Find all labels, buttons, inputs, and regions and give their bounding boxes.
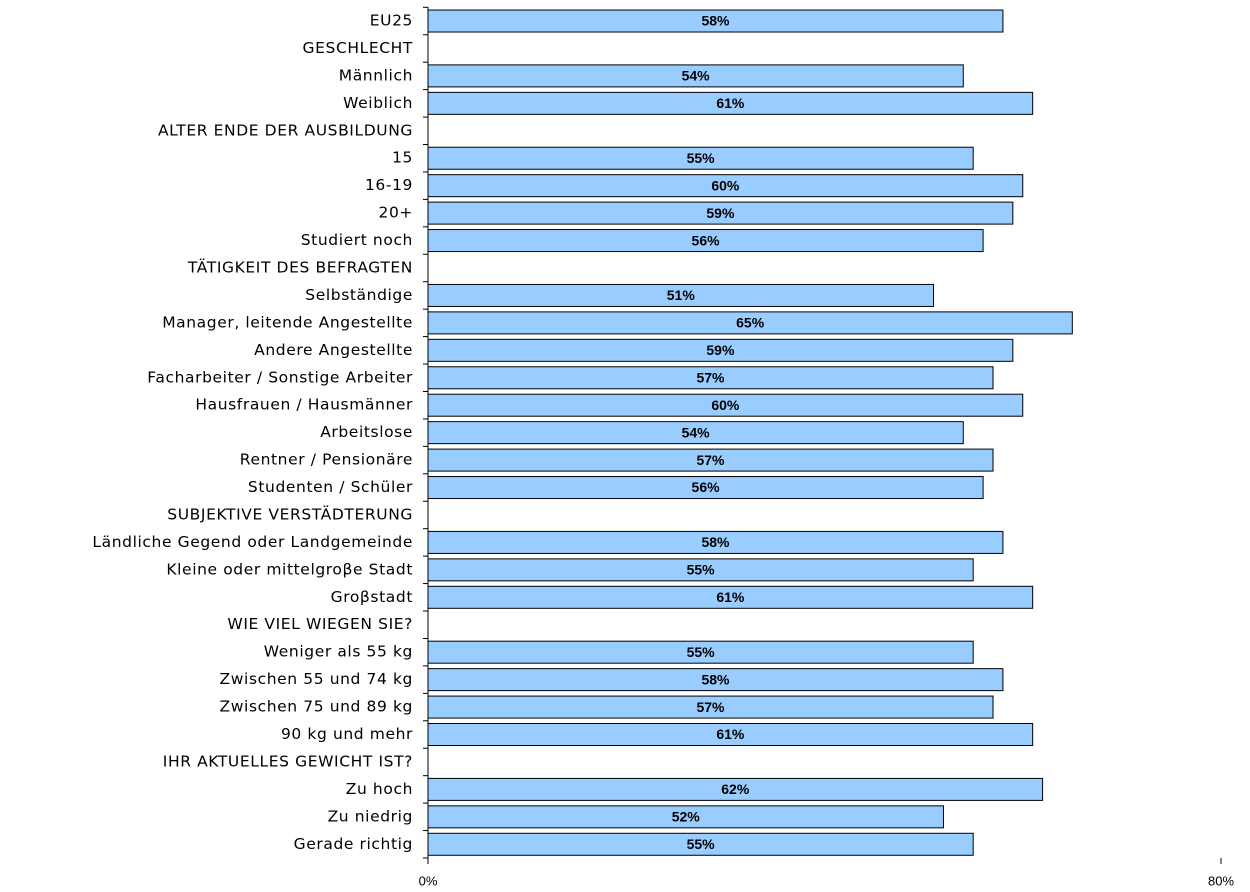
bar (427, 585, 1034, 609)
y-tick-label: Zu niedrig (328, 807, 413, 825)
y-tick-label: Zwischen 55 und 74 kg (220, 670, 413, 688)
bar (427, 146, 974, 170)
value-label: 56% (692, 479, 721, 495)
value-label: 52% (672, 809, 701, 825)
y-tick-label: SUBJEKTIVE VERSTÄDTERUNG (167, 504, 413, 523)
value-label: 58% (701, 13, 730, 29)
bar (427, 393, 1024, 417)
value-label: 51% (667, 287, 696, 303)
y-tick-label: Zu hoch (346, 780, 413, 798)
value-label: 54% (682, 424, 711, 440)
y-tick-label: Rentner / Pensionäre (240, 451, 413, 469)
bar (427, 421, 964, 445)
value-label: 58% (701, 534, 730, 550)
value-label: 62% (721, 781, 750, 797)
value-label: 55% (687, 562, 716, 578)
value-label: 61% (716, 95, 745, 111)
value-label: 57% (696, 699, 725, 715)
y-tick-label: 90 kg und mehr (281, 725, 413, 743)
value-label: 57% (696, 452, 725, 468)
bar (427, 476, 984, 500)
y-tick-label: IHR AKTUELLES GEWICHT IST? (163, 752, 413, 770)
y-tick-label: Ländliche Gegend oder Landgemeinde (92, 533, 413, 551)
y-tick-label: Andere Angestellte (254, 341, 413, 359)
bar (427, 64, 964, 88)
bar (427, 91, 1034, 115)
x-tick-label: 0% (419, 873, 438, 888)
y-tick-label: Groβstadt (331, 588, 413, 606)
value-label: 60% (711, 397, 740, 413)
bar (427, 338, 1014, 362)
bar (427, 777, 1044, 801)
y-tick-label: WIE VIEL WIEGEN SIE? (227, 615, 413, 633)
y-tick-label: TÄTIGKEIT DES BEFRAGTEN (187, 257, 413, 276)
y-tick-label: 20+ (378, 204, 413, 222)
y-tick-label: Studenten / Schüler (248, 478, 413, 496)
bar (427, 283, 935, 307)
bar (427, 9, 1004, 33)
y-tick-label: Studiert noch (301, 231, 413, 249)
y-tick-label: ALTER ENDE DER AUSBILDUNG (158, 121, 413, 139)
bar (427, 668, 1004, 692)
value-label: 55% (687, 150, 716, 166)
y-tick-label: Selbständige (305, 286, 413, 304)
bar (427, 174, 1024, 198)
value-label: 60% (711, 177, 740, 193)
y-tick-label: Hausfrauen / Hausmänner (195, 396, 413, 414)
y-tick-label: Weniger als 55 kg (264, 643, 413, 661)
y-tick-label: Zwischen 75 und 89 kg (220, 698, 413, 716)
value-label: 65% (736, 315, 765, 331)
y-tick-label: EU25 (370, 12, 413, 30)
y-tick-label: Arbeitslose (320, 423, 413, 441)
value-label: 58% (701, 671, 730, 687)
y-tick-label: Gerade richtig (294, 835, 413, 853)
bar (427, 311, 1073, 335)
bar (427, 695, 994, 719)
bar (427, 366, 994, 390)
bar (427, 832, 974, 856)
value-label: 59% (706, 342, 735, 358)
y-tick-label: Männlich (339, 66, 413, 84)
bar (427, 201, 1014, 225)
bar (427, 805, 944, 829)
y-tick-label: Manager, leitende Angestellte (162, 313, 413, 331)
value-label: 54% (682, 68, 711, 84)
y-tick-label: Facharbeiter / Sonstige Arbeiter (147, 368, 413, 386)
y-tick-label: GESCHLECHT (303, 39, 414, 57)
y-tick-label: 16-19 (365, 176, 413, 194)
bar (427, 229, 984, 253)
bar (427, 723, 1034, 747)
y-tick-label: Weiblich (343, 94, 413, 112)
bar (427, 558, 974, 582)
value-label: 56% (692, 232, 721, 248)
value-label: 57% (696, 369, 725, 385)
value-label: 61% (716, 726, 745, 742)
value-label: 55% (687, 836, 716, 852)
x-tick-label: 80% (1208, 873, 1234, 888)
bar (427, 640, 974, 664)
y-tick-label: 15 (392, 149, 413, 167)
y-tick-label: Kleine oder mittelgroβe Stadt (166, 560, 413, 578)
value-label: 55% (687, 644, 716, 660)
value-label: 61% (716, 589, 745, 605)
bar (427, 448, 994, 472)
value-label: 59% (706, 205, 735, 221)
bar (427, 530, 1004, 554)
